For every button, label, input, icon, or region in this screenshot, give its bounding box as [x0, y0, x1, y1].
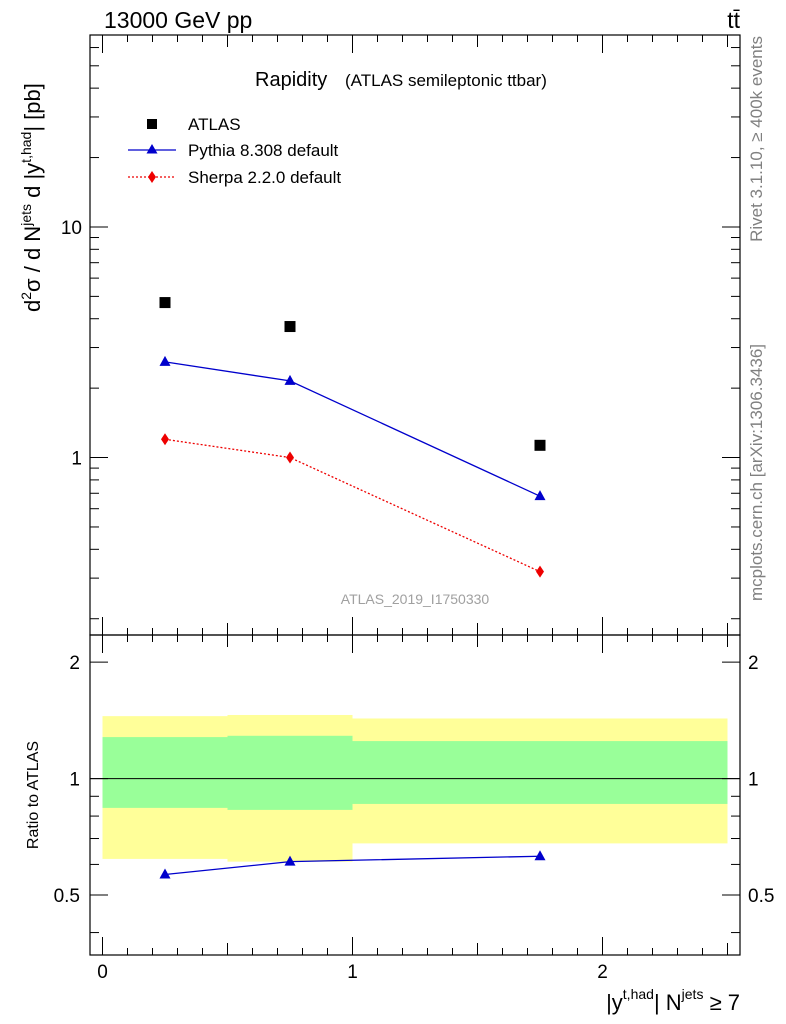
legend-label-atlas: ATLAS	[188, 115, 241, 134]
sherpa-data-point	[161, 433, 169, 446]
main-title: Rapidity	[255, 69, 327, 91]
ratio-y-tick-label: 2	[69, 653, 80, 674]
ratio-y-tick-label-right: 1	[748, 770, 759, 791]
ylabel-part-2: σ / d N	[20, 226, 45, 292]
ratio-plot: 0.5 0.5 1 1 2 2 0 1 2 Ratio to ATLAS |yt,had| Nj…	[25, 634, 774, 1015]
ratio-pythia-point	[534, 850, 546, 861]
ratio-pythia-point	[284, 855, 296, 866]
main-y-tick-label: 1	[71, 449, 82, 470]
ratio-bands	[90, 714, 740, 862]
xlabel-sup-2: jets	[681, 986, 704, 1002]
pythia-data-point	[284, 374, 296, 385]
ratio-band-green	[352, 741, 728, 804]
ylabel-part-3: d |y	[20, 163, 45, 204]
xlabel-sup-1: t,had	[623, 986, 654, 1002]
legend-label-sherpa: Sherpa 2.2.0 default	[188, 168, 341, 187]
rivet-version-label: Rivet 3.1.10, ≥ 400k events	[747, 36, 766, 242]
legend-marker-sherpa	[148, 171, 156, 183]
ratio-y-tick-label: 1	[69, 770, 80, 791]
header-energy-label: 13000 GeV pp	[104, 7, 252, 33]
ylabel-sup-3: t,had	[18, 132, 34, 163]
ratio-y-tick-label-right: 0.5	[748, 886, 774, 907]
ratio-x-axis-label: |yt,had| Njets ≥ 7	[606, 986, 740, 1015]
watermark-label: ATLAS_2019_I1750330	[341, 591, 490, 607]
legend-marker-atlas	[147, 119, 157, 129]
sherpa-data-point	[286, 451, 294, 464]
ylabel-sup-1: 2	[18, 292, 34, 300]
xlabel-part-3: ≥ 7	[703, 990, 740, 1015]
ratio-y-tick-label-right: 2	[748, 653, 759, 674]
main-y-tick-label: 10	[61, 218, 82, 239]
legend: ATLAS Pythia 8.308 default Sherpa 2.2.0 …	[128, 115, 341, 187]
legend-label-pythia: Pythia 8.308 default	[188, 141, 339, 160]
main-subtitle: (ATLAS semileptonic ttbar)	[345, 71, 547, 90]
header-process-label: tt̄	[727, 7, 740, 33]
pythia-data-point	[159, 355, 171, 366]
main-series	[159, 297, 546, 578]
ratio-x-tick-label: 2	[597, 962, 608, 983]
main-ticks: 1 10	[61, 35, 740, 635]
ratio-y-tick-label: 0.5	[54, 886, 80, 907]
sherpa-data-point	[536, 565, 544, 578]
pythia-data-point	[534, 490, 546, 501]
main-series-line-1	[164, 361, 541, 497]
ylabel-part-1: d	[20, 300, 45, 312]
main-series-line-2	[164, 438, 541, 573]
ratio-y-axis-label: Ratio to ATLAS	[25, 741, 42, 849]
atlas-data-point	[284, 321, 296, 333]
main-y-axis-label: d2σ / d Njets d |yt,had| [pb]	[18, 83, 45, 312]
ratio-x-tick-label: 1	[347, 962, 358, 983]
ratio-ticks: 0.5 0.5 1 1 2 2 0 1 2	[54, 635, 774, 983]
atlas-data-point	[159, 297, 171, 309]
ylabel-part-4: | [pb]	[20, 83, 45, 132]
ylabel-sup-2: jets	[18, 204, 34, 227]
ratio-series	[159, 850, 546, 879]
ratio-band-green	[227, 735, 353, 810]
main-plot: 110 Rapidity (ATLAS semileptonic ttbar) …	[18, 34, 741, 636]
ratio-pythia-point	[159, 868, 171, 879]
xlabel-part-1: |y	[606, 990, 623, 1015]
ratio-band-green	[102, 737, 228, 808]
mcplots-label: mcplots.cern.ch [arXiv:1306.3436]	[747, 344, 766, 601]
ratio-plot-frame	[89, 634, 741, 956]
ratio-x-tick-label: 0	[97, 962, 108, 983]
atlas-data-point	[534, 439, 546, 451]
xlabel-part-2: | N	[654, 990, 682, 1015]
legend-marker-pythia	[146, 144, 158, 154]
